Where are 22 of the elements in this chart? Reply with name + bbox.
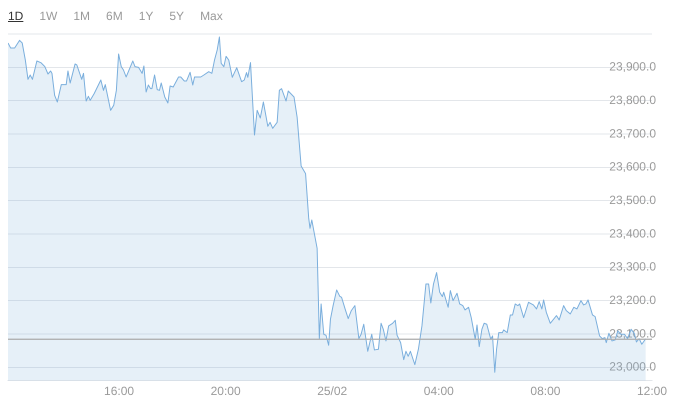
y-tick-label: 23,900.0 — [609, 60, 656, 74]
x-tick-label: 25/02 — [317, 384, 348, 398]
y-tick-label: 23,600.0 — [609, 160, 656, 174]
y-tick-label: 23,500.0 — [609, 192, 656, 207]
x-tick-label: 08:00 — [530, 384, 561, 398]
text: Max — [200, 8, 224, 24]
text: 6M — [106, 8, 124, 24]
y-tick-label: 23,300.0 — [609, 260, 656, 274]
text: 1D — [8, 8, 24, 24]
text: 1M — [73, 8, 92, 24]
text: 1Y — [138, 8, 154, 24]
y-tick-label: 23,800.0 — [609, 92, 656, 107]
y-tick-label: 23,400.0 — [609, 226, 656, 240]
y-tick-label: 23,000.0 — [609, 360, 656, 374]
x-tick-label: 16:00 — [104, 384, 134, 398]
y-tick-label: 23,200.0 — [609, 292, 656, 307]
x-tick-label: 12:00 — [636, 384, 668, 398]
x-tick-label: 20:00 — [210, 384, 241, 398]
text: 1W — [39, 8, 58, 24]
text: 5Y — [169, 8, 186, 24]
y-tick-label: 23,700.0 — [609, 126, 656, 140]
x-tick-label: 04:00 — [424, 384, 454, 398]
